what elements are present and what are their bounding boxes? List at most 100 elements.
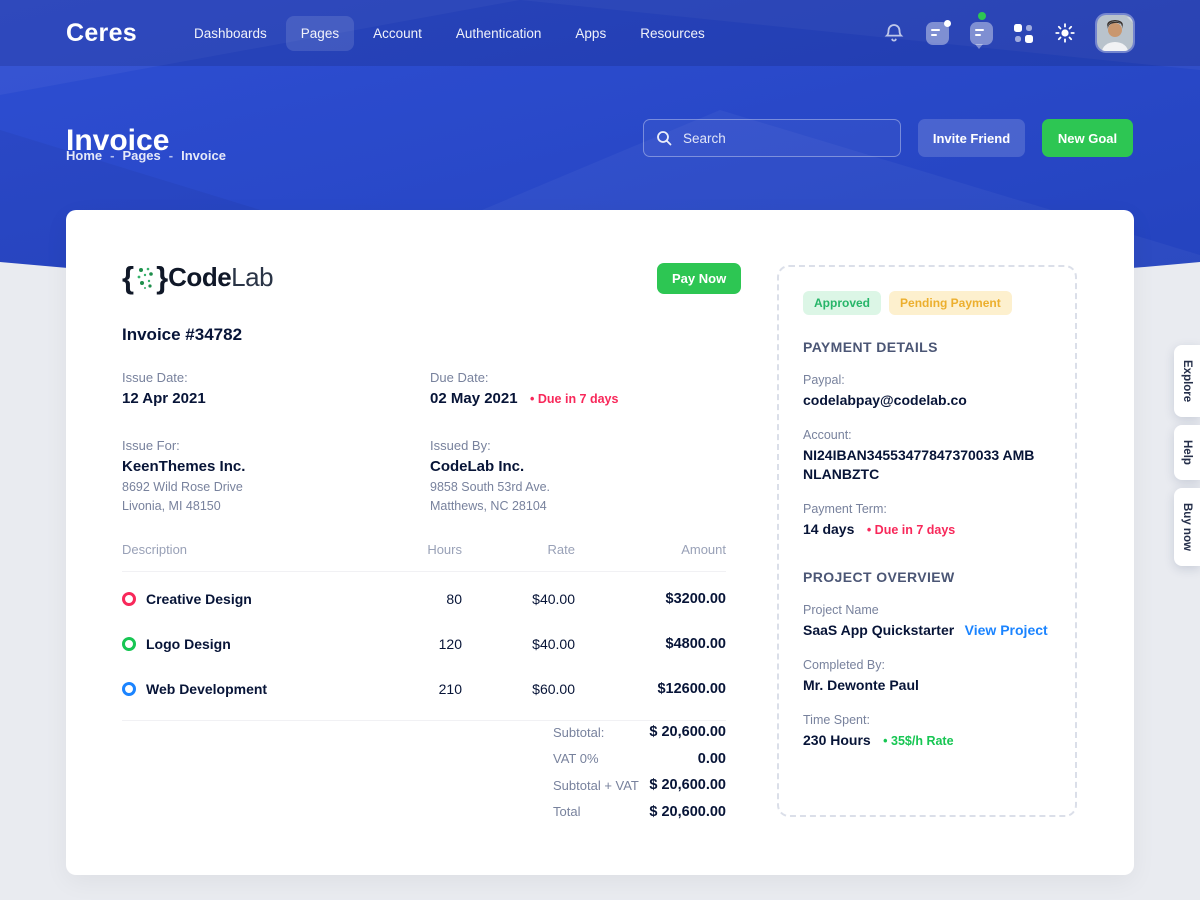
nav-item-resources[interactable]: Resources	[640, 25, 705, 41]
table-row: Web Development 210 $60.00 $12600.00	[122, 670, 726, 707]
breadcrumb-separator: -	[168, 148, 174, 163]
main-nav: Dashboards Pages Account Authentication …	[179, 15, 720, 51]
nav-item-authentication[interactable]: Authentication	[455, 25, 542, 41]
paypal-label: Paypal:	[803, 373, 845, 387]
row-rate: $40.00	[532, 635, 575, 652]
account-value: NI24IBAN34553477847370033 AMB NLANBZTC	[803, 447, 1035, 482]
status-badges: Approved Pending Payment	[803, 291, 1051, 315]
due-date-note: • Due in 7 days	[530, 392, 619, 406]
payment-term-value: 14 days	[803, 521, 855, 537]
subtotal-label: Subtotal:	[553, 724, 605, 740]
notes-icon[interactable]	[926, 19, 951, 45]
account-label: Account:	[803, 428, 852, 442]
row-hours: 120	[438, 635, 462, 652]
table-header: Description Hours Rate Amount	[122, 542, 726, 572]
totals-block: Subtotal: $ 20,600.00 VAT 0% 0.00 Subtot…	[553, 719, 726, 825]
nav-item-dashboards[interactable]: Dashboards	[194, 25, 267, 41]
col-description: Description	[122, 542, 188, 557]
logo-word-bold: Code	[168, 262, 232, 292]
search-input[interactable]	[681, 129, 888, 147]
row-status-dot	[122, 681, 136, 696]
issued-by-label: Issued By:	[430, 438, 491, 453]
new-goal-button[interactable]: New Goal	[1042, 119, 1133, 157]
total-label: Total	[553, 804, 581, 820]
invoice-number: Invoice #34782	[122, 325, 243, 344]
time-spent-label: Time Spent:	[803, 713, 870, 727]
bell-icon[interactable]	[883, 22, 905, 44]
table-footer-divider	[122, 720, 726, 721]
avatar[interactable]	[1097, 15, 1133, 51]
page-title: Invoice	[66, 124, 170, 158]
edge-tab-buy-now[interactable]: Buy now	[1174, 488, 1200, 567]
logo-dots-icon	[137, 267, 153, 289]
project-name-value: SaaS App Quickstarter	[803, 622, 955, 638]
codelab-logo: { } CodeLab	[122, 260, 274, 295]
time-spent-note: • 35$/h Rate	[883, 734, 954, 748]
payment-term-label: Payment Term:	[803, 502, 887, 516]
issue-for-label: Issue For:	[122, 438, 180, 453]
invite-friend-button[interactable]: Invite Friend	[918, 119, 1025, 157]
top-navbar: Ceres Dashboards Pages Account Authentic…	[0, 0, 1200, 66]
account-group: Account: NI24IBAN34553477847370033 AMB N…	[803, 428, 1051, 484]
breadcrumb-home[interactable]: Home	[66, 148, 103, 163]
edge-tab-help[interactable]: Help	[1174, 425, 1200, 481]
completed-by-value: Mr. Dewonte Paul	[803, 677, 919, 693]
payment-details-title: PAYMENT DETAILS	[803, 339, 938, 355]
sun-icon[interactable]	[1054, 22, 1076, 44]
completed-by-label: Completed By:	[803, 658, 885, 672]
col-amount: Amount	[681, 542, 726, 557]
issued-by-address-2: Matthews, NC 28104	[430, 499, 547, 513]
nav-item-apps[interactable]: Apps	[575, 25, 607, 41]
paypal-group: Paypal: codelabpay@codelab.co	[803, 373, 1051, 410]
view-project-link[interactable]: View Project	[964, 622, 1048, 638]
subtotal-vat-row: Subtotal + VAT $ 20,600.00	[553, 772, 726, 799]
line-items-table: Description Hours Rate Amount Creative D…	[122, 542, 726, 721]
vat-row: VAT 0% 0.00	[553, 746, 726, 773]
breadcrumb-pages[interactable]: Pages	[122, 148, 161, 163]
issue-date-group: Issue Date: 12 Apr 2021	[122, 370, 206, 408]
vat-label: VAT 0%	[553, 751, 599, 767]
table-row: Logo Design 120 $40.00 $4800.00	[122, 625, 726, 662]
brand-logo[interactable]: Ceres	[66, 18, 137, 47]
issue-for-name: KeenThemes Inc.	[122, 458, 246, 475]
issue-for-address-1: 8692 Wild Rose Drive	[122, 480, 243, 494]
search-box	[643, 119, 901, 157]
payment-details-panel: Approved Pending Payment PAYMENT DETAILS…	[777, 265, 1077, 817]
nav-item-pages[interactable]: Pages	[285, 15, 355, 51]
row-status-dot	[122, 636, 136, 651]
subtotal-vat-label: Subtotal + VAT	[553, 777, 639, 793]
time-spent-group: Time Spent: 230 Hours • 35$/h Rate	[803, 713, 1051, 750]
payment-term-group: Payment Term: 14 days • Due in 7 days	[803, 502, 1051, 539]
completed-by-group: Completed By: Mr. Dewonte Paul	[803, 658, 1051, 695]
issue-date-label: Issue Date:	[122, 370, 188, 385]
col-rate: Rate	[547, 542, 575, 557]
due-date-group: Due Date: 02 May 2021 • Due in 7 days	[430, 370, 618, 408]
invoice-card: { } CodeLab Pay Now Invoice #34782 Issue…	[66, 210, 1134, 875]
row-rate: $60.00	[532, 680, 575, 697]
pay-now-button[interactable]: Pay Now	[657, 263, 742, 294]
issued-by-address-1: 9858 South 53rd Ave.	[430, 480, 551, 494]
edge-tab-explore[interactable]: Explore	[1174, 345, 1200, 418]
header-actions: Invite Friend New Goal	[643, 119, 1133, 157]
status-badge-approved: Approved	[803, 291, 882, 315]
col-hours: Hours	[427, 542, 462, 557]
issue-date-value: 12 Apr 2021	[122, 390, 206, 407]
total-value: $ 20,600.00	[649, 803, 726, 820]
issued-by-group: Issued By: CodeLab Inc. 9858 South 53rd …	[430, 438, 550, 514]
apps-grid-icon[interactable]	[1014, 23, 1033, 43]
chat-icon[interactable]	[970, 11, 993, 49]
row-description: Creative Design	[146, 590, 252, 607]
logo-brace-left: {	[122, 260, 135, 295]
nav-item-account[interactable]: Account	[373, 25, 422, 41]
subtotal-value: $ 20,600.00	[649, 724, 726, 741]
edge-tabs: Explore Help Buy now	[1174, 345, 1200, 567]
row-amount: $3200.00	[665, 590, 726, 607]
project-overview-title: PROJECT OVERVIEW	[803, 569, 955, 585]
row-amount: $12600.00	[657, 680, 726, 697]
project-name-group: Project Name SaaS App Quickstarter View …	[803, 603, 1051, 640]
logo-wordmark: CodeLab	[168, 262, 273, 293]
total-row: Total $ 20,600.00	[553, 799, 726, 826]
payment-term-note: • Due in 7 days	[866, 523, 956, 537]
due-date-label: Due Date:	[430, 370, 489, 385]
